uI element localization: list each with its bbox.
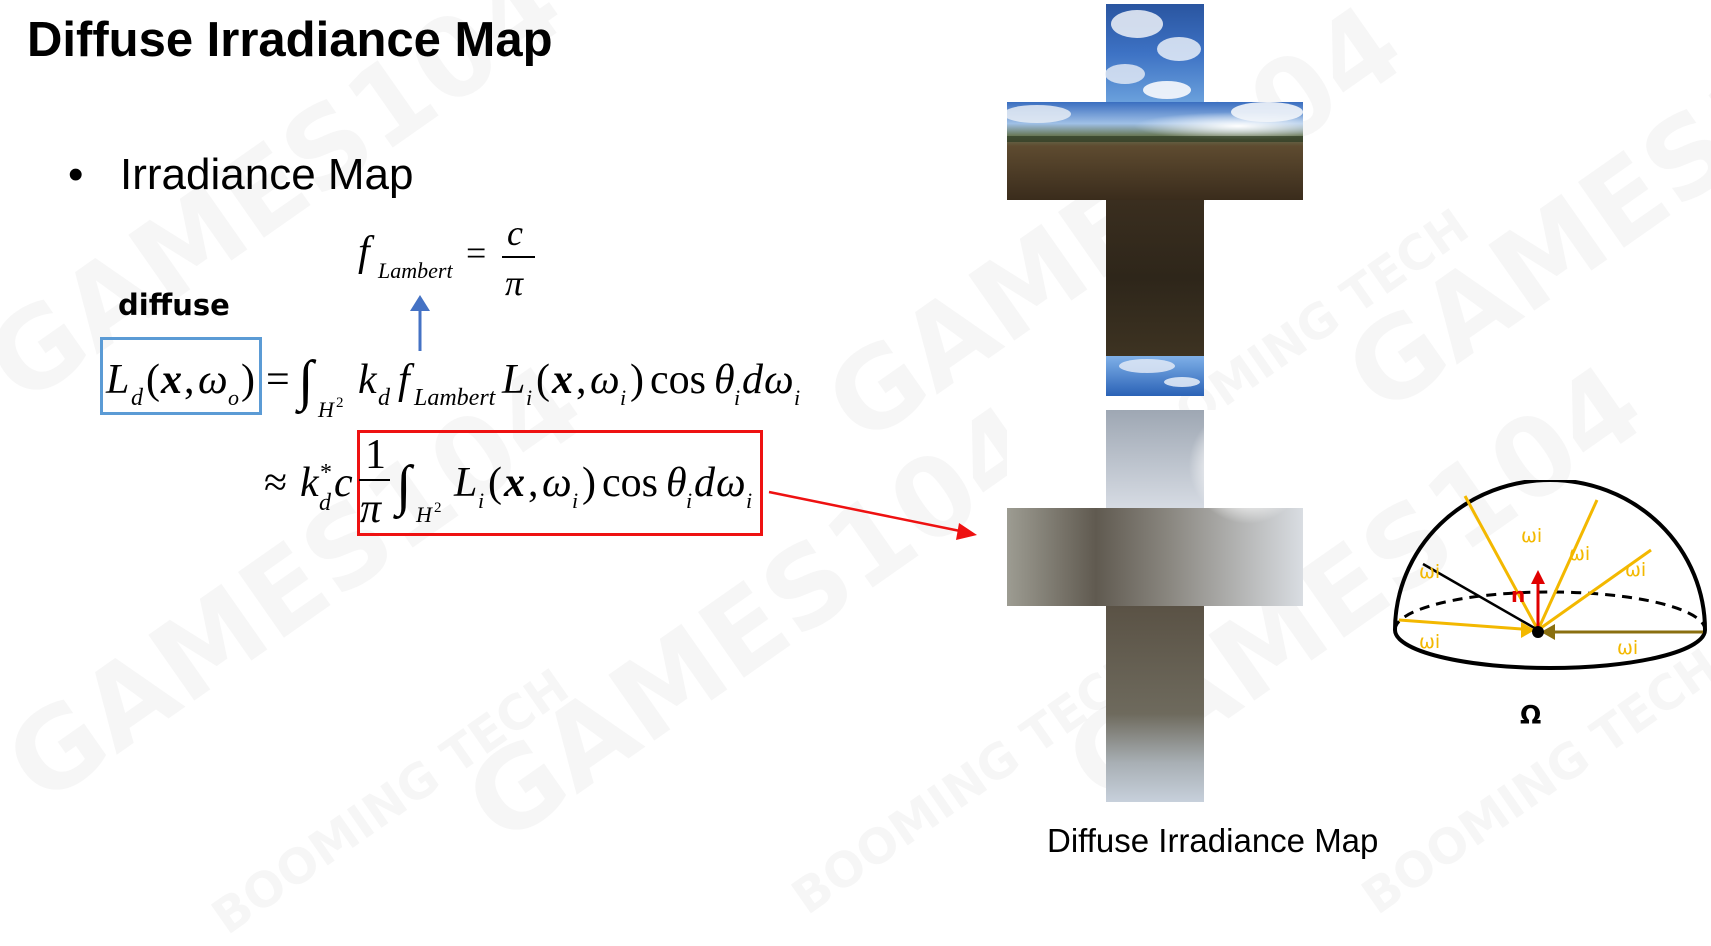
svg-text:d: d — [694, 460, 716, 506]
svg-text:i: i — [572, 488, 578, 513]
irradiance-cubemap — [1007, 410, 1303, 802]
ray-label: ωi — [1419, 631, 1440, 653]
svg-text:Lambert: Lambert — [413, 385, 497, 411]
svg-text:Lambert: Lambert — [377, 258, 453, 283]
svg-text:d: d — [319, 490, 332, 516]
svg-text:2: 2 — [434, 500, 442, 516]
outgoing-radiance-box — [100, 337, 262, 415]
svg-text:): ) — [630, 357, 644, 403]
lambert-arrow — [410, 295, 430, 351]
svg-text:k: k — [358, 357, 378, 403]
svg-text:∫: ∫ — [393, 455, 415, 520]
approximation-equation: ≈ k * d c 1 π ∫ H 2 L i ( x , ω i ) cos … — [264, 432, 752, 532]
ray-label: ωi — [1617, 637, 1638, 659]
svg-text:π: π — [505, 263, 524, 303]
svg-text:L: L — [105, 357, 129, 403]
svg-text:i: i — [686, 488, 692, 513]
svg-text:k: k — [300, 460, 320, 506]
svg-text:i: i — [746, 488, 752, 513]
svg-text:L: L — [453, 460, 477, 506]
svg-text:i: i — [478, 488, 484, 513]
svg-text:d: d — [378, 385, 391, 411]
svg-text:≈: ≈ — [264, 460, 287, 506]
svg-text:): ) — [582, 460, 596, 506]
bullet-symbol: • — [68, 150, 84, 199]
bullet-text: Irradiance Map — [120, 150, 414, 199]
svg-text:(: ( — [146, 357, 160, 403]
svg-text:∫: ∫ — [295, 350, 317, 415]
irradiance-integral-box — [357, 430, 763, 536]
svg-text:ω: ω — [716, 460, 746, 506]
svg-text:*: * — [320, 460, 332, 486]
svg-text:1: 1 — [365, 432, 386, 478]
svg-text:=: = — [266, 357, 290, 403]
svg-text:i: i — [620, 385, 626, 410]
rendering-equation: L d ( x , ω o ) = ∫ H 2 k d f Lambert L … — [105, 350, 800, 422]
svg-text:f: f — [398, 357, 415, 403]
svg-text:ω: ω — [198, 357, 228, 403]
svg-text:i: i — [794, 385, 800, 410]
normal-label: n — [1511, 583, 1525, 607]
ray-label: ωi — [1419, 561, 1440, 583]
svg-text:L: L — [501, 357, 525, 403]
svg-text:cos: cos — [650, 357, 706, 403]
svg-text:i: i — [734, 385, 740, 410]
svg-text:x: x — [503, 460, 525, 506]
svg-text:): ) — [241, 357, 255, 403]
svg-text:,: , — [576, 357, 587, 403]
slide-title: Diffuse Irradiance Map — [27, 13, 553, 67]
svg-text:θ: θ — [666, 460, 687, 506]
diffuse-label: diffuse — [118, 288, 230, 322]
svg-text:π: π — [360, 486, 382, 532]
svg-text:ω: ω — [764, 357, 794, 403]
svg-text:d: d — [742, 357, 764, 403]
svg-text:θ: θ — [714, 357, 735, 403]
ray-label: ωi — [1569, 543, 1590, 565]
svg-text:f: f — [358, 229, 375, 275]
ray-label: ωi — [1521, 525, 1542, 547]
svg-text:,: , — [184, 357, 195, 403]
red-pointer-arrow — [768, 490, 977, 540]
svg-text:c: c — [334, 460, 353, 506]
ray-label: ωi — [1625, 559, 1646, 581]
svg-text:,: , — [528, 460, 539, 506]
svg-text:(: ( — [536, 357, 550, 403]
svg-text:H: H — [415, 502, 433, 527]
environment-cubemap — [1007, 4, 1303, 396]
lambert-equation: f Lambert = c π — [358, 213, 535, 303]
svg-text:ω: ω — [542, 460, 572, 506]
svg-text:cos: cos — [602, 460, 658, 506]
solid-angle-label: Ω — [1520, 700, 1542, 729]
svg-text:c: c — [507, 213, 523, 253]
svg-text:d: d — [131, 385, 144, 411]
svg-text:x: x — [551, 357, 573, 403]
svg-text:ω: ω — [590, 357, 620, 403]
svg-text:(: ( — [488, 460, 502, 506]
svg-text:H: H — [317, 397, 335, 422]
svg-text:x: x — [160, 357, 182, 403]
svg-text:=: = — [466, 233, 486, 273]
svg-text:2: 2 — [336, 395, 344, 411]
irradiance-map-caption: Diffuse Irradiance Map — [1047, 822, 1379, 859]
hemisphere-diagram: ωi ωi ωi ωi ωi ωi n — [1393, 480, 1707, 670]
svg-text:o: o — [228, 385, 239, 410]
svg-text:i: i — [526, 385, 532, 410]
